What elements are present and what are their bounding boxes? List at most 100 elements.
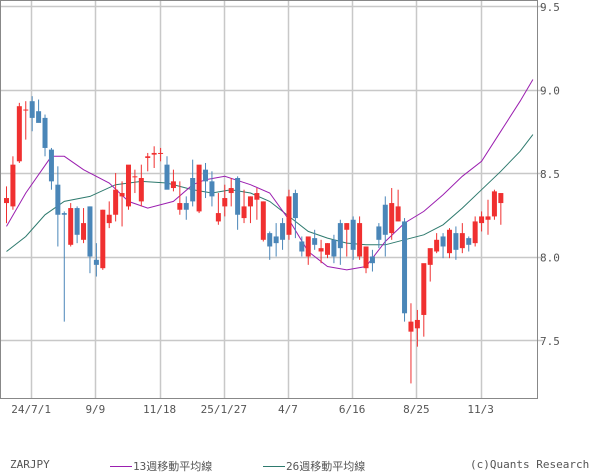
candle [247, 196, 253, 224]
y-tick-label: 7.5 [540, 335, 560, 348]
candle [190, 159, 196, 207]
x-tick-label: 11/18 [143, 403, 176, 416]
y-tick-label: 9.5 [540, 1, 560, 14]
candle [273, 223, 279, 257]
candle [93, 243, 99, 277]
candle [23, 101, 29, 140]
candle [209, 171, 215, 207]
candle [466, 236, 472, 252]
candle [10, 156, 16, 210]
candle [453, 226, 459, 260]
candle [363, 246, 369, 274]
y-axis-tick-labels: 7.5 8.0 8.5 9.0 9.5 [540, 1, 560, 348]
y-tick-label: 9.0 [540, 85, 560, 98]
candle [350, 216, 356, 260]
candle [235, 176, 241, 230]
candle [138, 164, 144, 207]
candle [125, 164, 131, 210]
candle [203, 162, 209, 199]
candle [446, 228, 452, 259]
candle [440, 233, 446, 259]
candle [36, 99, 42, 123]
candle [299, 236, 305, 257]
x-tick-label: 24/7/1 [11, 403, 51, 416]
candle [74, 206, 80, 244]
candle [113, 173, 119, 222]
candle [196, 164, 202, 214]
candle [344, 223, 350, 257]
candle [402, 218, 408, 322]
candle [408, 303, 414, 384]
candle [100, 209, 106, 270]
candle [318, 239, 324, 264]
candle [479, 211, 485, 232]
candle [337, 219, 343, 265]
candle [357, 216, 363, 260]
candle [170, 169, 176, 192]
candle [87, 206, 93, 274]
candles [4, 96, 504, 384]
legend-ma13-label: 13週移動平均線 [133, 460, 213, 473]
candle [29, 96, 35, 132]
candle [286, 189, 292, 240]
x-tick-label: 11/3 [467, 403, 494, 416]
candle [498, 193, 504, 225]
candle [491, 189, 497, 220]
candle [119, 181, 125, 227]
candle [81, 208, 87, 244]
candle [241, 189, 247, 224]
x-axis-tick-labels: 24/7/1 9/9 11/18 25/1/27 4/7 6/16 8/25 11/3 [11, 403, 494, 416]
grid-lines [0, 0, 543, 398]
candle [459, 223, 465, 254]
candle [427, 248, 433, 282]
candle [106, 201, 112, 229]
y-tick-label: 8.5 [540, 168, 560, 181]
candle [389, 188, 395, 240]
candle [382, 196, 388, 257]
x-tick-label: 6/16 [339, 403, 366, 416]
legend-ma13: 13週移動平均線 [110, 458, 212, 474]
candle [312, 229, 318, 250]
legend-ma26: 26週移動平均線 [263, 458, 365, 474]
ma26-swatch [263, 465, 285, 467]
moving-average-line [6, 79, 534, 271]
candle [414, 309, 420, 347]
candle [164, 156, 170, 190]
candle [254, 188, 260, 220]
candle [222, 184, 228, 217]
y-tick-label: 8.0 [540, 252, 560, 265]
legend-ma26-label: 26週移動平均線 [286, 460, 366, 473]
candle [331, 234, 337, 264]
x-tick-label: 25/1/27 [201, 403, 247, 416]
candle [228, 178, 234, 207]
candle [4, 186, 9, 224]
x-tick-label: 9/9 [85, 403, 105, 416]
candle [369, 249, 375, 272]
candle [472, 216, 478, 247]
candle [183, 196, 189, 220]
candle [145, 152, 151, 172]
x-tick-label: 4/7 [278, 403, 298, 416]
candle [55, 166, 61, 247]
symbol-label: ZARJPY [10, 458, 50, 471]
candle [132, 169, 138, 194]
candle [16, 102, 22, 163]
candle [215, 193, 221, 225]
candle [325, 243, 330, 259]
plot-frame [0, 0, 538, 399]
ma13-line [6, 79, 534, 271]
ma13-swatch [110, 465, 132, 467]
candle [292, 189, 298, 239]
x-tick-label: 8/25 [403, 403, 430, 416]
candle [280, 218, 286, 250]
candle [177, 181, 183, 215]
credit-label: (c)Quants Research [470, 458, 590, 471]
candle [485, 199, 491, 235]
candle [42, 114, 48, 157]
legend: ZARJPY 13週移動平均線 26週移動平均線 (c)Quants Resea… [0, 458, 600, 474]
candle [158, 147, 164, 162]
candle [151, 146, 157, 168]
candle [68, 203, 74, 247]
candle [48, 147, 54, 190]
candle [61, 211, 67, 322]
